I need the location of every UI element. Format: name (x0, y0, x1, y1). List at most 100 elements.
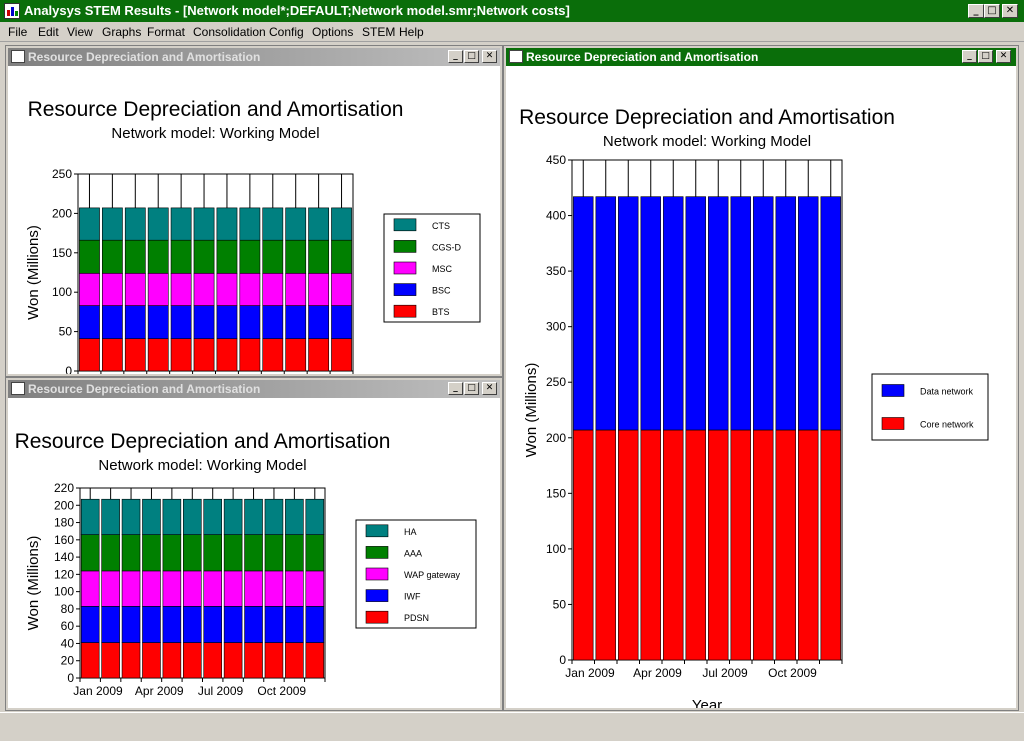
chart-window-title-bar[interactable]: Resource Depreciation and Amortisation _… (8, 380, 500, 398)
y-tick-label: 50 (59, 325, 73, 339)
y-tick-label: 20 (61, 654, 75, 668)
legend-label: PDSN (404, 613, 429, 623)
bar-segment (203, 534, 222, 572)
window-maximize-button[interactable]: □ (464, 50, 479, 63)
menu-config[interactable]: Config (269, 25, 304, 39)
chart-window-title-bar[interactable]: Resource Depreciation and Amortisation _… (506, 48, 1016, 66)
menu-stem[interactable]: STEM (362, 25, 396, 39)
bar-segment (193, 272, 215, 306)
bar-segment (80, 498, 100, 535)
bar-segment (640, 429, 661, 661)
bar-segment (285, 239, 307, 274)
x-tick-label: Jan 2009 (73, 684, 123, 698)
plot-area (79, 487, 326, 679)
app-title-bar: Analysys STEM Results - [Network model*;… (0, 0, 1024, 22)
chart-bts-stack: Resource Depreciation and Amortisation Ne… (25, 98, 481, 374)
y-tick-label: 220 (54, 481, 74, 495)
chart-window-bts[interactable]: Resource Depreciation and Amortisation _… (5, 45, 503, 377)
bar-segment (183, 570, 202, 607)
bar-segment (101, 642, 120, 679)
bar-segment (142, 642, 161, 679)
menu-edit[interactable]: Edit (38, 25, 59, 39)
menu-format[interactable]: Format (147, 25, 186, 39)
x-tick-label: Oct 2009 (768, 666, 817, 680)
y-tick-label: 100 (54, 585, 74, 599)
chart-window-network[interactable]: Resource Depreciation and Amortisation _… (503, 45, 1019, 711)
menu-help[interactable]: Help (399, 25, 424, 39)
bar-segment (121, 642, 141, 679)
bar-segment (262, 272, 284, 306)
legend-swatch (393, 304, 417, 318)
chart-window-title: Resource Depreciation and Amortisation (28, 50, 261, 64)
bar-segment (753, 196, 774, 431)
x-tick-label: Jan 2009 (565, 666, 615, 680)
bar-segment (193, 305, 215, 339)
bar-segment (264, 606, 284, 643)
bar-segment (162, 570, 182, 607)
legend-swatch (365, 567, 389, 581)
window-close-button[interactable]: ✕ (482, 50, 497, 63)
bar-segment (216, 305, 238, 339)
legend-swatch (365, 610, 389, 624)
bar-segment (239, 207, 261, 241)
chart-subtitle: Network model: Working Model (98, 457, 306, 474)
legend-swatch (393, 218, 417, 232)
y-tick-label: 140 (54, 550, 74, 564)
bar-segment (262, 207, 284, 241)
bar-segment (124, 272, 146, 306)
window-minimize-button[interactable]: _ (448, 382, 463, 395)
chart-icon (11, 382, 25, 395)
menu-options[interactable]: Options (312, 25, 354, 39)
bar-segment (708, 196, 729, 431)
y-axis-label: Won (Millions) (25, 536, 42, 631)
legend-label: BTS (432, 307, 450, 317)
window-close-button[interactable]: ✕ (482, 382, 497, 395)
y-tick-label: 450 (546, 153, 566, 167)
y-tick-label: 0 (559, 653, 566, 667)
y-tick-label: 250 (546, 375, 566, 389)
window-minimize-button[interactable]: _ (448, 50, 463, 63)
chart-window-pdsn[interactable]: Resource Depreciation and Amortisation _… (5, 377, 503, 711)
menu-graphs[interactable]: Graphs (102, 25, 142, 39)
bar-segment (223, 534, 243, 572)
chart-window-title-bar[interactable]: Resource Depreciation and Amortisation _… (8, 48, 500, 66)
menu-consolidation[interactable]: Consolidation (193, 25, 266, 39)
bar-segment (239, 305, 261, 339)
bar-segment (775, 196, 796, 431)
bar-segment (239, 272, 261, 306)
legend-swatch (365, 589, 389, 602)
bar-segment (244, 606, 263, 643)
legend-label: MSC (432, 264, 453, 274)
bar-segment (203, 570, 222, 607)
app-minimize-button[interactable]: _ (968, 4, 984, 18)
bar-segment (798, 196, 819, 431)
x-tick-label: Oct 2009 (257, 684, 306, 698)
bar-segment (640, 196, 661, 431)
legend-swatch (365, 524, 389, 538)
bar-segment (285, 305, 307, 339)
window-maximize-button[interactable]: □ (978, 50, 993, 63)
menu-view[interactable]: View (67, 25, 93, 39)
bar-segment (663, 196, 684, 431)
chart-subtitle: Network model: Working Model (603, 133, 811, 150)
window-minimize-button[interactable]: _ (962, 50, 977, 63)
legend-label: WAP gateway (404, 570, 461, 580)
menu-file[interactable]: File (8, 25, 28, 39)
bar-segment (121, 534, 141, 572)
bar-segment (305, 642, 325, 679)
bar-segment (101, 239, 123, 274)
bar-segment (331, 272, 352, 306)
app-close-button[interactable]: ✕ (1002, 4, 1018, 18)
y-tick-label: 300 (546, 320, 566, 334)
y-tick-label: 160 (54, 533, 74, 547)
bar-segment (80, 642, 100, 679)
bar-segment (170, 239, 192, 274)
bar-segment (775, 429, 796, 661)
x-axis-label: Year (187, 705, 217, 708)
app-maximize-button[interactable]: □ (984, 4, 1000, 18)
bar-segment (183, 606, 202, 643)
bar-segment (308, 272, 330, 306)
bar-segment (285, 207, 307, 241)
window-maximize-button[interactable]: □ (464, 382, 479, 395)
window-close-button[interactable]: ✕ (996, 50, 1011, 63)
